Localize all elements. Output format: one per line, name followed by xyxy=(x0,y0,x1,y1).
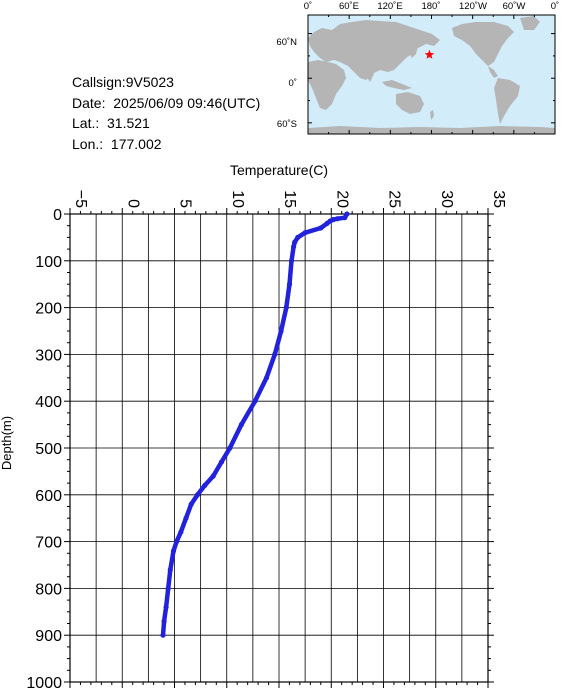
data-point xyxy=(227,445,233,451)
y-tick-label: 1000 xyxy=(26,675,62,690)
x-tick-label: 5 xyxy=(177,199,194,208)
data-point xyxy=(238,422,244,428)
map-lon-label: 0˚ xyxy=(551,1,559,12)
data-point xyxy=(334,216,341,222)
map-lon-label: 120˚E xyxy=(377,1,402,12)
landmass-africa xyxy=(308,60,346,110)
data-point xyxy=(183,515,189,521)
data-point xyxy=(302,230,308,236)
landmass-japan xyxy=(410,44,418,58)
y-tick-label: 800 xyxy=(35,581,62,598)
map-ticks xyxy=(307,15,556,134)
data-point xyxy=(165,585,171,592)
map-lon-labels: 0˚ 60˚E 120˚E 180˚ 120˚W 60˚W 0˚ xyxy=(304,1,559,12)
data-point xyxy=(263,375,270,381)
landmass-south-america xyxy=(494,78,520,124)
y-tick-label: 400 xyxy=(35,394,62,411)
y-tick-label: 200 xyxy=(35,301,62,318)
data-point xyxy=(202,482,208,488)
data-point xyxy=(161,618,167,624)
y-axis-title: Depth(m) xyxy=(0,416,14,470)
x-tick-label: 35 xyxy=(490,190,507,208)
data-point xyxy=(292,239,298,245)
data-point xyxy=(174,539,180,545)
y-tick-label: 100 xyxy=(35,254,62,271)
callsign-label: Callsign:9V5023 xyxy=(72,74,174,90)
x-tick-labels: −5 0 5 10 15 20 25 30 35 xyxy=(72,190,507,208)
star-icon xyxy=(424,49,435,59)
y-tick-label: 500 xyxy=(35,441,62,458)
x-tick-label: 25 xyxy=(386,190,403,208)
date-label: Date: 2025/06/09 09:46(UTC) xyxy=(72,94,261,111)
data-point xyxy=(278,328,284,334)
latitude-label: Lat.: 31.521 xyxy=(72,115,150,131)
x-tick-label: 30 xyxy=(438,190,455,208)
landmass-central-america xyxy=(488,66,498,78)
landmass-new-zealand xyxy=(430,110,434,120)
map-lon-label: 120˚W xyxy=(459,1,487,12)
landmass-north-america xyxy=(452,22,514,66)
series-temperature-profile xyxy=(160,211,350,638)
map-lat-labels: 60˚N 0˚ 60˚S xyxy=(276,37,297,130)
y-tick-label: 900 xyxy=(35,628,62,645)
map-lon-label: 60˚W xyxy=(503,1,526,12)
y-tick-labels: 0 100 200 300 400 500 600 700 800 900 1000 xyxy=(26,207,62,690)
map-lat-label: 60˚S xyxy=(277,119,297,130)
landmass-indonesia xyxy=(382,80,412,90)
data-point xyxy=(295,234,301,240)
data-point xyxy=(324,220,330,226)
data-point xyxy=(178,529,184,535)
x-tick-label: 10 xyxy=(229,190,246,208)
x-tick-label: 20 xyxy=(333,190,350,208)
longitude-label: Lon.: 177.002 xyxy=(72,135,162,152)
chart-grid xyxy=(69,213,489,683)
data-point xyxy=(283,305,289,311)
data-point xyxy=(167,567,173,573)
map-lon-label: 180˚ xyxy=(421,1,440,12)
x-tick-label: 15 xyxy=(281,190,298,208)
data-point xyxy=(194,492,201,498)
map-lat-label: 0˚ xyxy=(289,78,297,89)
y-tick-label: 0 xyxy=(53,207,62,224)
data-point xyxy=(342,215,348,221)
landmass-australia xyxy=(396,92,424,114)
data-point xyxy=(286,281,293,287)
y-tick-label: 600 xyxy=(35,488,62,505)
data-point xyxy=(188,501,194,507)
x-tick-label: −5 xyxy=(72,190,89,208)
map-lon-label: 0˚ xyxy=(304,1,312,12)
location-map: 0˚ 60˚E 120˚E 180˚ 120˚W 60˚W 0˚ 60˚N 0˚… xyxy=(276,1,559,135)
data-point xyxy=(252,398,258,404)
data-point xyxy=(288,258,295,264)
x-tick-label: 0 xyxy=(124,199,141,208)
series-line xyxy=(160,211,350,638)
landmass-india xyxy=(364,66,374,82)
landmass-eurasia xyxy=(308,20,440,80)
cast-info: Callsign:9V5023 Date: 2025/06/09 09:46(U… xyxy=(72,72,260,154)
x-axis-title: Temperature(C) xyxy=(230,162,328,178)
plot-frame xyxy=(69,213,489,683)
data-point xyxy=(210,473,216,479)
data-point xyxy=(318,225,324,231)
y-tick-label: 700 xyxy=(35,535,62,552)
data-point xyxy=(160,632,166,638)
y-tick-label: 300 xyxy=(35,347,62,364)
map-lon-label: 60˚E xyxy=(339,1,359,12)
map-lat-label: 60˚N xyxy=(276,37,297,48)
data-point xyxy=(272,351,278,357)
data-point xyxy=(218,459,225,465)
data-point xyxy=(170,548,177,554)
data-point xyxy=(291,244,297,250)
data-point xyxy=(163,604,169,610)
landmass-greenland xyxy=(520,16,540,30)
